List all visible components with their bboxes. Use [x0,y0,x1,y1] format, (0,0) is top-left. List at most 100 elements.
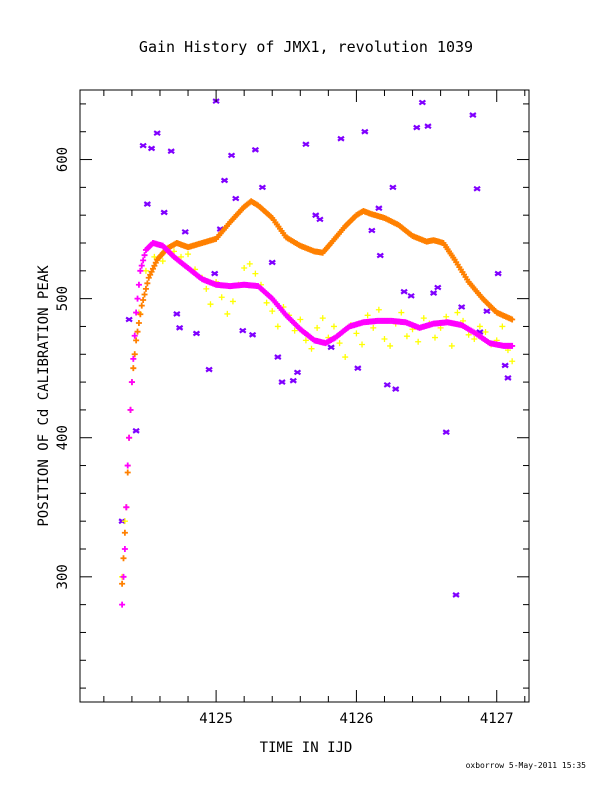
purple-x-point [407,292,415,299]
orange-curve-point [152,259,159,266]
purple-x-point [483,308,491,315]
yellow-plus-point [398,309,405,316]
chart-title: Gain History of JMX1, revolution 1039 [139,38,473,56]
purple-x-point [268,259,276,266]
orange-curve-point [119,580,126,587]
orange-curve-point [149,265,156,272]
orange-curve-point [138,302,145,309]
yellow-plus-point [185,251,192,258]
orange-curve-point [134,328,141,335]
magenta-curve-point [138,262,145,269]
magenta-curve-point [119,601,126,608]
purple-x-point [424,123,432,130]
purple-x-point [220,177,229,184]
magenta-curve-point [123,504,130,511]
purple-x-point [147,145,156,152]
purple-x-point [434,284,442,291]
yellow-plus-point [499,323,506,330]
yellow-plus-point [291,327,298,334]
ticks-layer: 300 400 500 600 4125 4126 4127 [55,90,529,727]
y-axis-label: POSITION OF Cd CALIBRATION PEAK [36,265,52,527]
yellow-plus-point [159,258,166,265]
yellow-plus-point [229,298,236,305]
yellow-plus-point [415,338,422,345]
purple-x-point [239,327,247,334]
orange-curve-point [130,365,137,372]
yellow-plus-point [465,331,472,338]
yellow-plus-point [476,323,483,330]
orange-curve-point [144,280,151,287]
yellow-plus-point [319,315,326,322]
yellow-plus-point [218,294,225,301]
orange-curve-point [140,297,147,304]
yellow-plus-point [443,313,450,320]
yellow-plus-point [263,299,270,306]
yellow-plus-point [203,285,210,292]
purple-x-point [458,304,466,310]
y-tick-label: 400 [55,425,71,450]
yellow-plus-point [314,324,321,331]
purple-x-point [125,316,133,323]
yellow-plus-point [353,330,360,337]
purple-x-point [494,270,502,277]
purple-x-point [501,362,509,369]
yellow-plus-point [342,354,349,361]
purple-x-point [354,365,362,372]
yellow-plus-point [142,267,149,274]
purple-x-point [132,427,140,434]
orange-curve-point [133,337,140,344]
magenta-curve-point [141,252,148,259]
yellow-plus-point [330,323,337,330]
magenta-curve-point [509,342,516,349]
purple-x-point [176,324,184,331]
purple-x-point [153,130,161,137]
purple-x-point [469,112,477,118]
yellow-plus-point [403,333,410,340]
orange-curve-point [124,469,131,476]
series-layer [118,98,516,608]
plot-frame [79,89,530,703]
orange-curve-point [131,351,138,358]
purple-x-point [192,330,201,337]
yellow-plus-point [336,340,343,347]
y-tick-label: 600 [55,147,71,172]
purple-x-point [227,152,236,159]
orange-curve-point [147,271,154,278]
purple-x-point [400,288,408,295]
yellow-plus-point [246,260,253,267]
purple-x-point [251,146,260,153]
purple-x-point [289,377,297,384]
purple-x-point [452,591,460,598]
purple-x-point [167,148,175,155]
orange-curve-point [141,291,148,298]
yellow-plus-point [269,308,276,315]
yellow-plus-point [471,335,478,342]
magenta-curve-point [124,462,131,469]
x-tick-label: 4125 [199,711,233,727]
magenta-curve-point [131,332,138,339]
yellow-plus-point [359,341,366,348]
purple-x-point [337,135,345,142]
purple-x-point [375,205,383,212]
yellow-plus-point [420,315,427,322]
x-axis-label: TIME IN IJD [260,740,353,756]
yellow-plus-point [308,345,315,352]
purple-x-point [368,227,376,234]
magenta-curve-point [133,309,140,316]
magenta-curve-point [134,295,141,302]
orange-curve-point [137,311,144,318]
orange-curve-point [151,262,158,269]
purple-x-point [232,195,240,202]
purple-x-point [248,331,257,338]
yellow-plus-point [448,342,455,349]
purple-x-point [205,366,213,373]
yellow-plus-point [252,270,259,277]
orange-curve-point [121,529,128,536]
magenta-curve-point [135,281,142,288]
magenta-curve-point [128,379,135,386]
purple-x-point [160,209,168,216]
yellow-plus-point [121,518,128,525]
yellow-plus-point [274,323,281,330]
purple-x-point [473,185,481,192]
